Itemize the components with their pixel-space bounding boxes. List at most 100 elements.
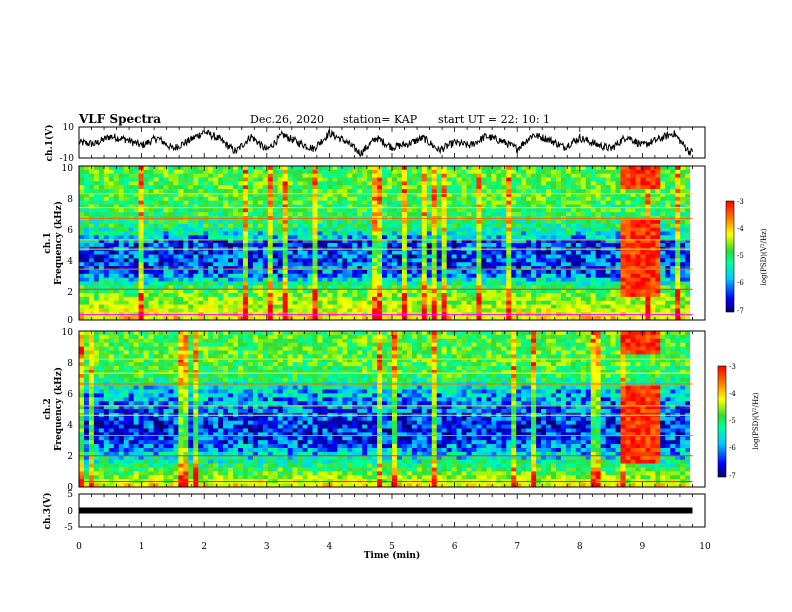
spectrogram-cell bbox=[79, 200, 85, 205]
spectrogram-cell bbox=[491, 304, 497, 309]
spectrogram-cell bbox=[367, 208, 373, 213]
spectrogram-cell bbox=[337, 273, 343, 278]
spectrogram-cell bbox=[501, 169, 507, 174]
spectrogram-cell bbox=[158, 293, 164, 298]
spectrogram-cell bbox=[103, 308, 110, 313]
spectrogram-cell bbox=[501, 258, 507, 263]
spectrogram-cell bbox=[620, 189, 626, 194]
spectrogram-cell bbox=[560, 231, 567, 236]
spectrogram-cell bbox=[426, 200, 433, 205]
spectrogram-cell bbox=[605, 227, 611, 232]
spectrogram-cell bbox=[237, 316, 244, 321]
spectrogram-cell bbox=[560, 200, 567, 205]
spectrogram-cell bbox=[660, 204, 666, 209]
spectrogram-cell bbox=[79, 316, 85, 321]
spectrogram-cell bbox=[93, 316, 100, 321]
spectrogram-cell bbox=[183, 208, 189, 213]
spectrogram-cell bbox=[560, 239, 567, 244]
spectrogram-cell bbox=[421, 169, 428, 174]
spectrogram-cell bbox=[401, 258, 408, 263]
spectrogram-cell bbox=[436, 173, 442, 178]
spectrogram-cell bbox=[113, 308, 120, 313]
spectrogram-cell bbox=[297, 181, 303, 186]
spectrogram-cell bbox=[228, 258, 234, 263]
spectrogram-cell bbox=[138, 196, 144, 201]
spectrogram-cell bbox=[327, 281, 333, 286]
spectrogram-cell bbox=[262, 173, 269, 178]
spectrogram-cell bbox=[282, 277, 288, 282]
spectrogram-cell bbox=[516, 192, 522, 198]
spectrogram-cell bbox=[103, 189, 110, 194]
spectrogram-cell bbox=[103, 177, 110, 182]
spectrogram-cell bbox=[168, 212, 174, 217]
spectrogram-cell bbox=[302, 281, 308, 286]
spectrogram-cell bbox=[461, 189, 467, 194]
spectrogram-cell bbox=[79, 300, 85, 305]
spectrogram-cell bbox=[451, 173, 457, 178]
spectrogram-cell bbox=[401, 262, 408, 267]
spectrogram-cell bbox=[550, 235, 557, 240]
spectrogram-cell bbox=[312, 308, 318, 313]
spectrogram-cell bbox=[406, 212, 413, 217]
spectrogram-cell bbox=[650, 173, 656, 178]
spectrogram-cell bbox=[307, 266, 313, 271]
spectrogram-cell bbox=[382, 262, 388, 267]
spectrogram-cell bbox=[307, 166, 313, 171]
spectrogram-cell bbox=[426, 219, 433, 225]
spectrogram-cell bbox=[620, 289, 626, 294]
spectrogram-cell bbox=[98, 316, 105, 321]
spectrogram-cell bbox=[218, 177, 224, 182]
spectrogram-cell bbox=[223, 223, 229, 228]
spectrogram-cell bbox=[193, 293, 199, 298]
spectrogram-cell bbox=[307, 289, 313, 294]
spectrogram-cell bbox=[352, 262, 358, 267]
spectrogram-cell bbox=[541, 173, 547, 178]
spectrogram-cell bbox=[327, 308, 333, 313]
spectrogram-cell bbox=[98, 181, 105, 186]
spectrogram-cell bbox=[372, 166, 378, 171]
spectrogram-cell bbox=[347, 181, 353, 186]
spectrogram-cell bbox=[113, 289, 120, 294]
spectrogram-cell bbox=[382, 308, 388, 313]
spectrogram-cell bbox=[560, 173, 567, 178]
spectrogram-cell bbox=[546, 212, 552, 217]
spectrogram-cell bbox=[302, 227, 308, 232]
spectrogram-cell bbox=[382, 166, 388, 171]
spectrogram-cell bbox=[600, 308, 606, 313]
spectrogram-cell bbox=[431, 227, 438, 232]
spectrogram-cell bbox=[531, 227, 537, 232]
spectrogram-cell bbox=[476, 273, 482, 278]
spectrogram-cell bbox=[526, 273, 532, 278]
spectrogram-cell bbox=[267, 243, 274, 248]
spectrogram-cell bbox=[541, 258, 547, 263]
spectrogram-cell bbox=[88, 208, 95, 213]
spectrogram-cell bbox=[605, 262, 611, 267]
spectrogram-cell bbox=[113, 273, 120, 278]
spectrogram-cell bbox=[406, 181, 413, 186]
spectrogram-cell bbox=[625, 250, 631, 255]
spectrogram-cell bbox=[436, 169, 442, 174]
spectrogram-cell bbox=[615, 219, 621, 225]
spectrogram-cell bbox=[635, 196, 641, 201]
spectrogram-cell bbox=[267, 231, 274, 236]
spectrogram-cell bbox=[213, 293, 219, 298]
spectrogram-cell bbox=[367, 196, 373, 201]
spectrogram-cell bbox=[521, 293, 527, 298]
spectrogram-cell bbox=[108, 177, 115, 182]
spectrogram-cell bbox=[620, 196, 626, 201]
spectrogram-cell bbox=[267, 273, 274, 278]
spectrogram-cell bbox=[595, 239, 601, 244]
spectrogram-cell bbox=[148, 316, 154, 321]
spectrogram-cell bbox=[183, 192, 189, 198]
spectrogram-cell bbox=[411, 266, 418, 271]
spectrogram-cell bbox=[655, 204, 661, 209]
spectrogram-cell bbox=[387, 185, 393, 190]
spectrogram-cell bbox=[252, 281, 259, 286]
spectrogram-cell bbox=[93, 235, 100, 240]
spectrogram-cell bbox=[93, 200, 100, 205]
spectrogram-cell bbox=[392, 166, 398, 171]
spectrogram-cell bbox=[93, 166, 100, 171]
spectrogram-cell bbox=[585, 296, 592, 302]
spectrogram-cell bbox=[640, 192, 646, 198]
spectrogram-cell bbox=[382, 192, 388, 198]
